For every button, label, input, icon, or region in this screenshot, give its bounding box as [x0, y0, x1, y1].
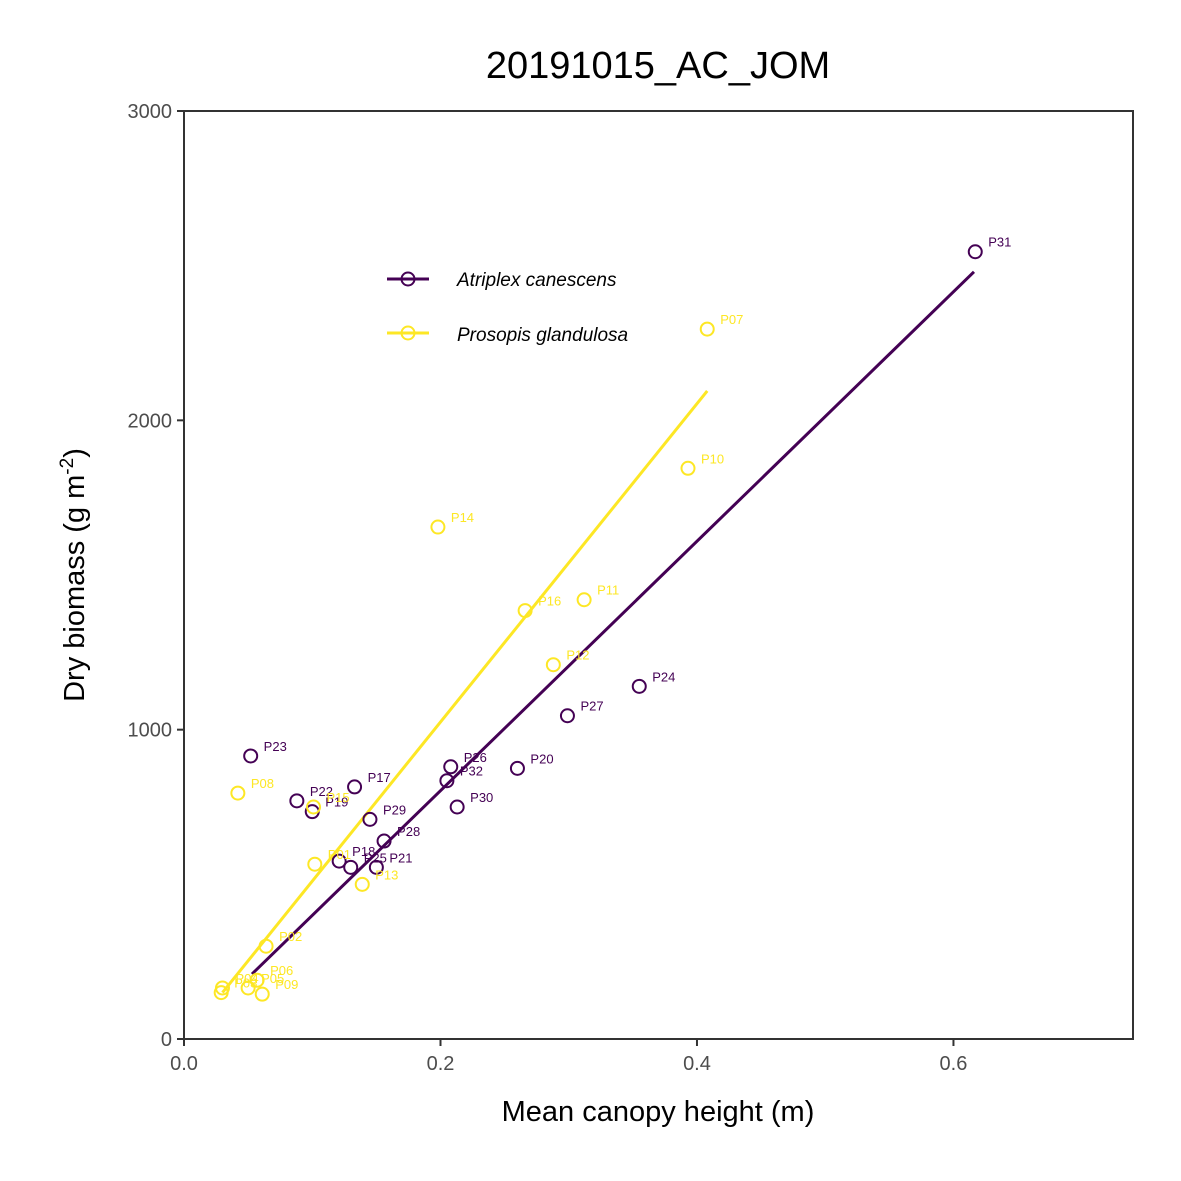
point-label-p22: P22	[310, 784, 333, 799]
point-label-p19: P19	[325, 795, 348, 810]
data-point-p30	[449, 799, 465, 815]
legend-item-atriplex: Atriplex canescens	[387, 270, 617, 291]
legend: Atriplex canescens Prosopis glandulosa	[387, 270, 628, 346]
point-label-p21: P21	[389, 850, 412, 865]
point-label-p32: P32	[460, 764, 483, 779]
point-label-p14: P14	[451, 510, 474, 525]
data-point-p10	[680, 460, 696, 476]
data-point-p18	[331, 853, 347, 869]
data-point-p01	[307, 856, 323, 872]
point-label-p27: P27	[580, 699, 603, 714]
data-point-p08	[230, 785, 246, 801]
point-label-p30: P30	[470, 790, 493, 805]
point-label-p18: P18	[352, 844, 375, 859]
data-point-p09	[254, 986, 270, 1002]
point-label-p01: P01	[328, 847, 351, 862]
data-point-p22	[289, 793, 305, 809]
fit-line-series-0	[250, 270, 976, 976]
point-label-p28: P28	[397, 824, 420, 839]
points-layer	[213, 244, 983, 1002]
point-label-p10: P10	[701, 451, 724, 466]
data-point-p03	[213, 985, 229, 1001]
legend-marker-prosopis	[400, 325, 416, 341]
x-tick-label: 0.0	[170, 1053, 198, 1075]
point-label-p20: P20	[530, 751, 553, 766]
point-label-p23: P23	[264, 739, 287, 754]
legend-marker-atriplex	[400, 271, 416, 287]
point-label-p02: P02	[279, 929, 302, 944]
y-tick-label: 1000	[128, 720, 173, 742]
data-point-p15	[306, 799, 322, 815]
point-label-p16: P16	[538, 594, 561, 609]
fit-lines	[221, 270, 976, 994]
fit-line-series-1	[221, 390, 709, 994]
x-tick-label: 0.4	[683, 1053, 711, 1075]
legend-label-prosopis: Prosopis glandulosa	[457, 325, 628, 346]
data-point-p12	[545, 657, 561, 673]
y-axis-title: Dry biomass (g m-2)	[57, 448, 91, 702]
point-label-p29: P29	[383, 802, 406, 817]
data-point-p17	[347, 779, 363, 795]
point-label-p17: P17	[368, 770, 391, 785]
point-label-p05: P05	[261, 971, 284, 986]
data-point-p02	[258, 938, 274, 954]
data-point-p05	[240, 980, 256, 996]
legend-item-prosopis: Prosopis glandulosa	[387, 325, 628, 346]
data-point-p21	[368, 859, 384, 875]
y-tick-label: 0	[161, 1029, 172, 1051]
y-tick-label: 2000	[128, 410, 173, 432]
legend-label-atriplex: Atriplex canescens	[456, 270, 617, 291]
point-label-p11: P11	[597, 583, 619, 598]
x-axis-title: Mean canopy height (m)	[502, 1096, 815, 1128]
y-axis-title-superscript: -2	[57, 458, 78, 475]
data-point-p20	[509, 760, 525, 776]
point-label-p13: P13	[375, 867, 398, 882]
data-point-p31	[967, 244, 983, 260]
data-point-p27	[559, 708, 575, 724]
chart-title: 20191015_AC_JOM	[486, 45, 830, 87]
point-label-p03: P03	[234, 976, 257, 991]
data-point-p28	[376, 833, 392, 849]
data-point-p06	[249, 972, 265, 988]
data-point-p11	[576, 592, 592, 608]
x-tick-label: 0.2	[427, 1053, 455, 1075]
data-point-p13	[354, 876, 370, 892]
data-point-p07	[699, 321, 715, 337]
point-label-p15: P15	[327, 790, 350, 805]
point-label-p07: P07	[720, 312, 743, 327]
data-point-p25	[343, 859, 359, 875]
data-point-p26	[443, 759, 459, 775]
panel-border	[183, 110, 1134, 1040]
y-axis-title-main: Dry biomass (g m	[59, 475, 91, 702]
point-label-p24: P24	[652, 669, 675, 684]
data-point-p32	[439, 773, 455, 789]
y-tick-label: 3000	[128, 101, 173, 123]
point-label-p06: P06	[270, 963, 293, 978]
y-axis: 0 1000 2000 3000	[128, 101, 184, 1051]
x-axis: 0.0 0.2 0.4 0.6	[170, 1039, 967, 1075]
point-label-p12: P12	[566, 648, 589, 663]
point-label-p08: P08	[251, 776, 274, 791]
point-label-p04: P04	[235, 971, 258, 986]
x-tick-label: 0.6	[940, 1053, 968, 1075]
point-label-p26: P26	[464, 750, 487, 765]
y-axis-title-end: )	[59, 448, 91, 458]
point-label-p31: P31	[988, 235, 1011, 250]
data-point-p23	[243, 748, 259, 764]
data-point-p16	[517, 603, 533, 619]
data-point-p14	[430, 519, 446, 535]
point-label-p25: P25	[364, 850, 387, 865]
data-point-p24	[631, 678, 647, 694]
point-label-p09: P09	[275, 977, 298, 992]
plot-panel	[183, 110, 1134, 1040]
data-point-p29	[362, 811, 378, 827]
